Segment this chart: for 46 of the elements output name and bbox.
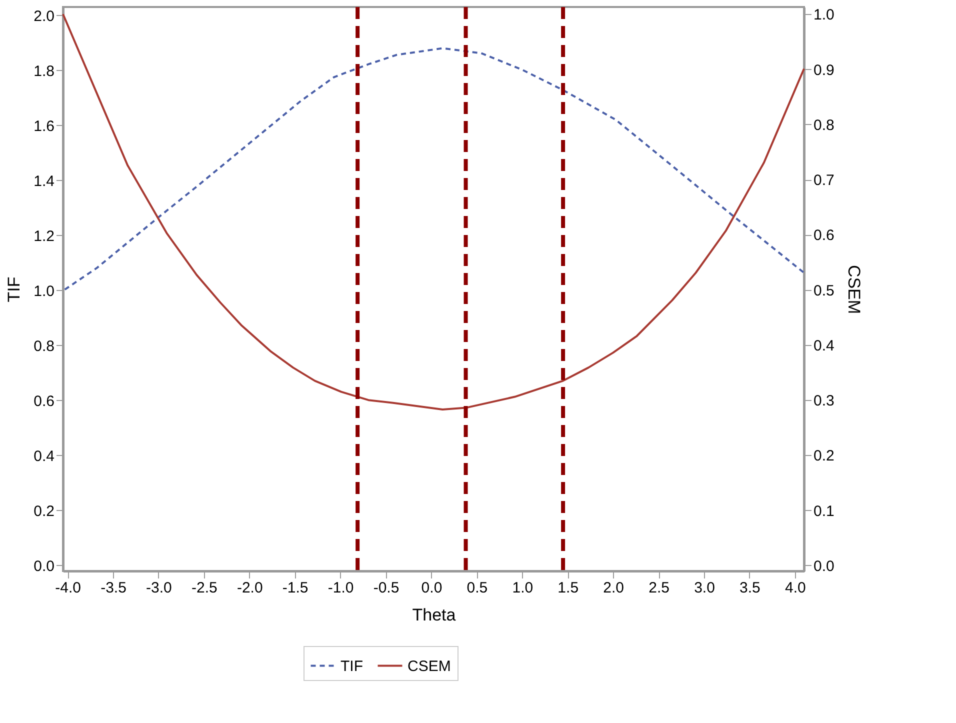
- y2-tick-label: 0.4: [814, 337, 834, 354]
- x-tick-label: 3.0: [694, 580, 715, 596]
- y-tick-label: 0.6: [34, 392, 54, 410]
- line-series: [62, 13, 805, 410]
- legend-label: CSEM: [408, 658, 451, 675]
- y-tick-label: 0.4: [34, 448, 54, 465]
- y2-tick-label: 0.0: [814, 558, 834, 575]
- y2-tick-label: 0.2: [814, 448, 834, 465]
- y-tick-label: 1.4: [34, 172, 54, 190]
- y2-tick-label: 0.6: [814, 227, 834, 244]
- y-tick-label: 0.8: [34, 338, 54, 355]
- x-tick-label: 2.5: [648, 580, 670, 596]
- y-tick-label: 2.0: [34, 8, 54, 25]
- y2-tick-label: 0.3: [814, 392, 834, 410]
- x-tick-label: -3.5: [100, 580, 126, 596]
- x-tick-label: 4.0: [784, 580, 806, 596]
- x-tick-label: -4.0: [55, 580, 81, 596]
- y-tick-label: 1.8: [34, 62, 54, 80]
- x-tick-label: 1.5: [558, 580, 579, 596]
- y-tick-label: 0.2: [34, 502, 54, 520]
- x-tick-label: -3.0: [146, 580, 172, 596]
- x-tick-label: 0.0: [421, 580, 442, 596]
- x-tick-label: 0.5: [466, 580, 488, 596]
- y-tick-label: 1.0: [34, 282, 54, 300]
- x-axis-title: Theta: [412, 606, 456, 624]
- y2-tick-label: 0.1: [814, 502, 834, 520]
- x-tick-label: 3.5: [740, 580, 760, 596]
- x-tick-label: -2.5: [191, 580, 218, 596]
- x-tick-label: -1.5: [282, 580, 308, 596]
- y-axis-title: TIF: [4, 276, 24, 302]
- x-tick-label: 1.0: [512, 580, 534, 596]
- x-tick-label: -1.0: [328, 580, 354, 596]
- y-tick-label: 0.0: [34, 558, 54, 575]
- y2-tick-label: 0.9: [814, 62, 834, 79]
- y2-tick-label: 0.7: [814, 172, 834, 190]
- y2-tick-label: 0.5: [814, 282, 834, 300]
- y-tick-label: 1.6: [34, 118, 54, 135]
- y2-axis-title: CSEM: [844, 264, 864, 314]
- x-tick-label: 2.0: [603, 580, 624, 596]
- line-series: [64, 47, 805, 291]
- x-tick-label: -0.5: [373, 580, 400, 596]
- legend-label: TIF: [340, 658, 363, 675]
- y2-tick-label: 1.0: [814, 6, 834, 24]
- y-tick-label: 1.2: [34, 228, 54, 245]
- x-tick-label: -2.0: [236, 580, 263, 596]
- y2-tick-label: 0.8: [814, 116, 834, 134]
